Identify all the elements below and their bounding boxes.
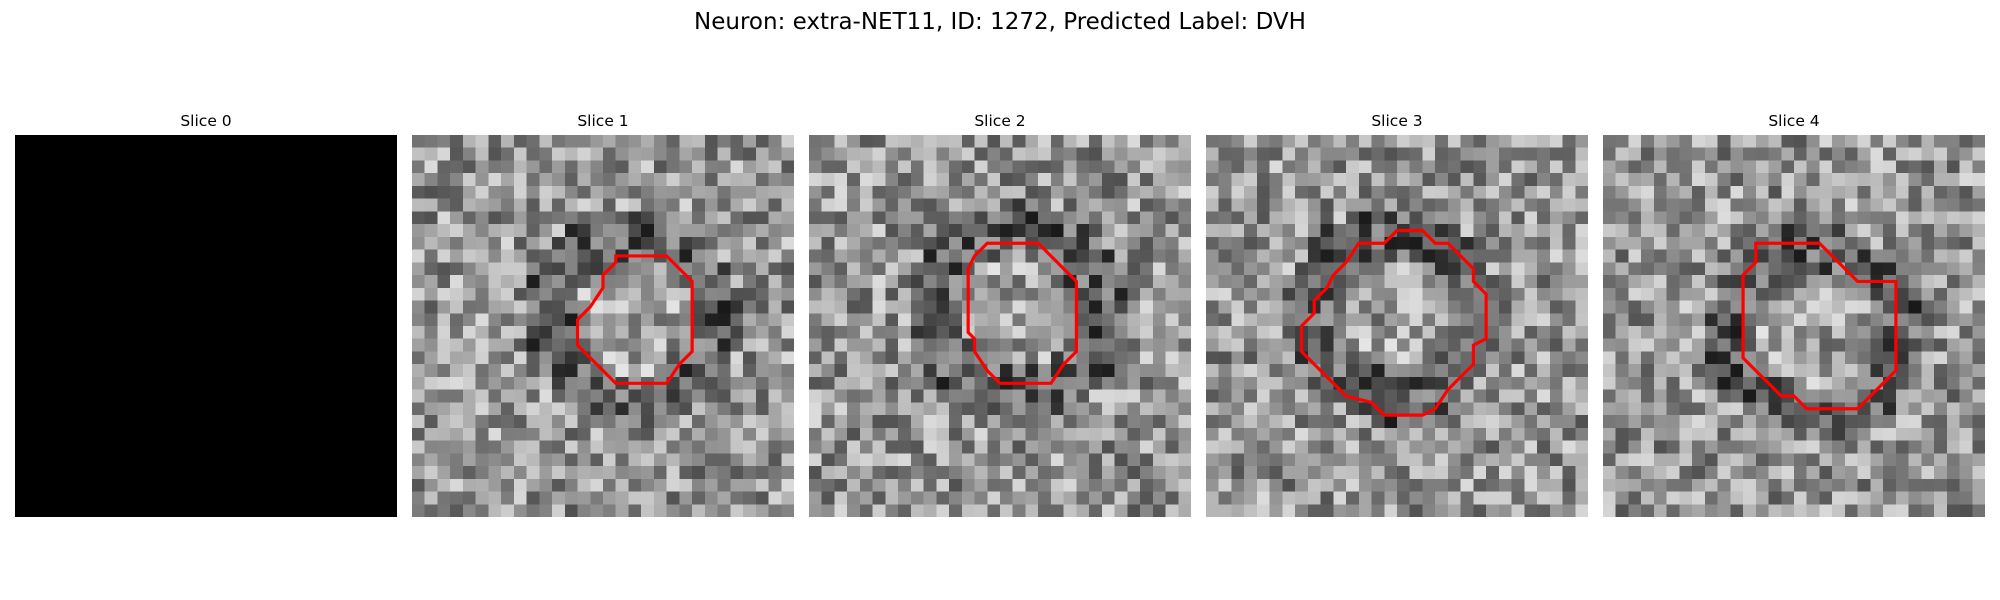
slice-image-3: [1206, 135, 1588, 517]
slice-image-1: [412, 135, 794, 517]
slice-title: Slice 3: [1371, 112, 1423, 130]
slice-image-2: [809, 135, 1191, 517]
blank-slice-fill: [15, 135, 397, 517]
neuron-contour: [1299, 228, 1488, 417]
slice-panel-4: Slice 4: [1603, 110, 1985, 520]
slice-title: Slice 1: [577, 112, 629, 130]
slice-image-4: [1603, 135, 1985, 517]
slice-image-0: [15, 135, 397, 517]
neuron-contour: [966, 241, 1078, 385]
neuron-contour: [1741, 241, 1898, 411]
slice-pixels: [809, 135, 1191, 517]
slice-pixels: [1206, 135, 1588, 517]
slice-panel-0: Slice 0: [15, 110, 397, 520]
slice-title: Slice 0: [180, 112, 232, 130]
neuron-contour: [575, 254, 694, 385]
slice-panel-1: Slice 1: [412, 110, 794, 520]
slice-pixels: [412, 135, 794, 517]
slice-panel-3: Slice 3: [1206, 110, 1588, 520]
slice-pixels: [1603, 135, 1985, 517]
slice-panel-2: Slice 2: [809, 110, 1191, 520]
slice-title: Slice 2: [974, 112, 1026, 130]
figure-title: Neuron: extra-NET11, ID: 1272, Predicted…: [694, 9, 1306, 35]
slice-title: Slice 4: [1768, 112, 1820, 130]
